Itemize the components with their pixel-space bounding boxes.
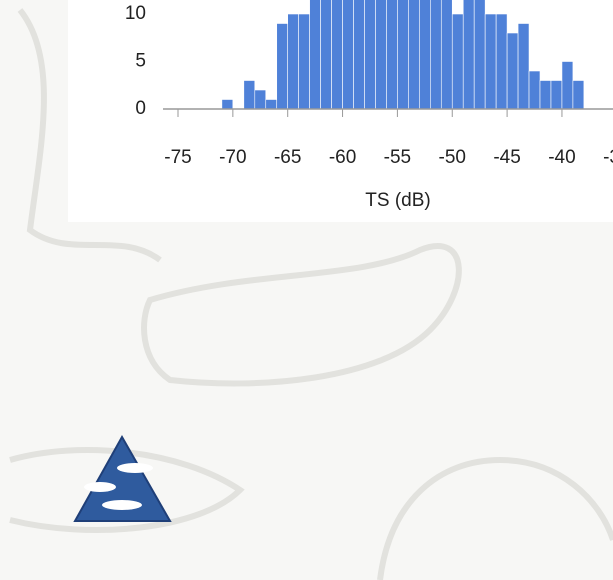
bar [550, 80, 563, 110]
bar [331, 0, 343, 110]
bar [309, 0, 321, 110]
seaweed-art [17, 8, 162, 263]
bar [265, 99, 278, 110]
x-tick-label: -45 [493, 147, 520, 168]
x-tick-label: -40 [548, 147, 575, 168]
bar [517, 23, 530, 110]
logo-fish [117, 463, 153, 473]
logo [73, 434, 172, 522]
fish-art [9, 447, 245, 533]
bar [539, 80, 552, 110]
bar [451, 13, 464, 110]
x-tick-label: -65 [274, 147, 301, 168]
bar [342, 0, 354, 110]
bar [375, 0, 387, 110]
bar [386, 0, 398, 110]
bar [364, 0, 376, 110]
bar [276, 23, 289, 110]
bar [430, 0, 442, 110]
x-tick-label: -60 [329, 147, 356, 168]
bar [243, 80, 256, 110]
bar [572, 80, 585, 110]
bar [254, 89, 267, 110]
x-tick-label: -55 [384, 147, 411, 168]
bar [353, 0, 365, 110]
x-tick-label: -70 [219, 147, 246, 168]
bar [561, 61, 574, 110]
y-tick-label: 5 [135, 51, 146, 72]
bar [462, 0, 475, 110]
x-tick-label: -35 [603, 147, 613, 168]
background-art [9, 8, 613, 580]
bar [528, 70, 541, 110]
bar [408, 0, 420, 110]
logo-fish [84, 482, 116, 492]
bar [419, 0, 431, 110]
bar [506, 32, 519, 110]
bar [495, 13, 508, 110]
shell-art [377, 456, 613, 580]
x-axis-label: TS (dB) [365, 190, 430, 211]
bar [221, 99, 234, 110]
plot: -75-70-65-60-55-50-45-40-35-300510 [125, 0, 613, 168]
bar [320, 0, 332, 110]
bar [440, 0, 453, 110]
bar [473, 0, 486, 110]
whale-art [141, 243, 462, 387]
bar [397, 0, 409, 110]
bar [298, 13, 310, 110]
bar [484, 13, 497, 110]
logo-triangle [73, 434, 172, 522]
x-tick-label: -75 [164, 147, 191, 168]
logo-fish [102, 500, 142, 510]
y-tick-label: 0 [135, 98, 146, 119]
x-tick-label: -50 [439, 147, 466, 168]
bar [287, 13, 299, 110]
y-tick-label: 10 [125, 3, 146, 24]
